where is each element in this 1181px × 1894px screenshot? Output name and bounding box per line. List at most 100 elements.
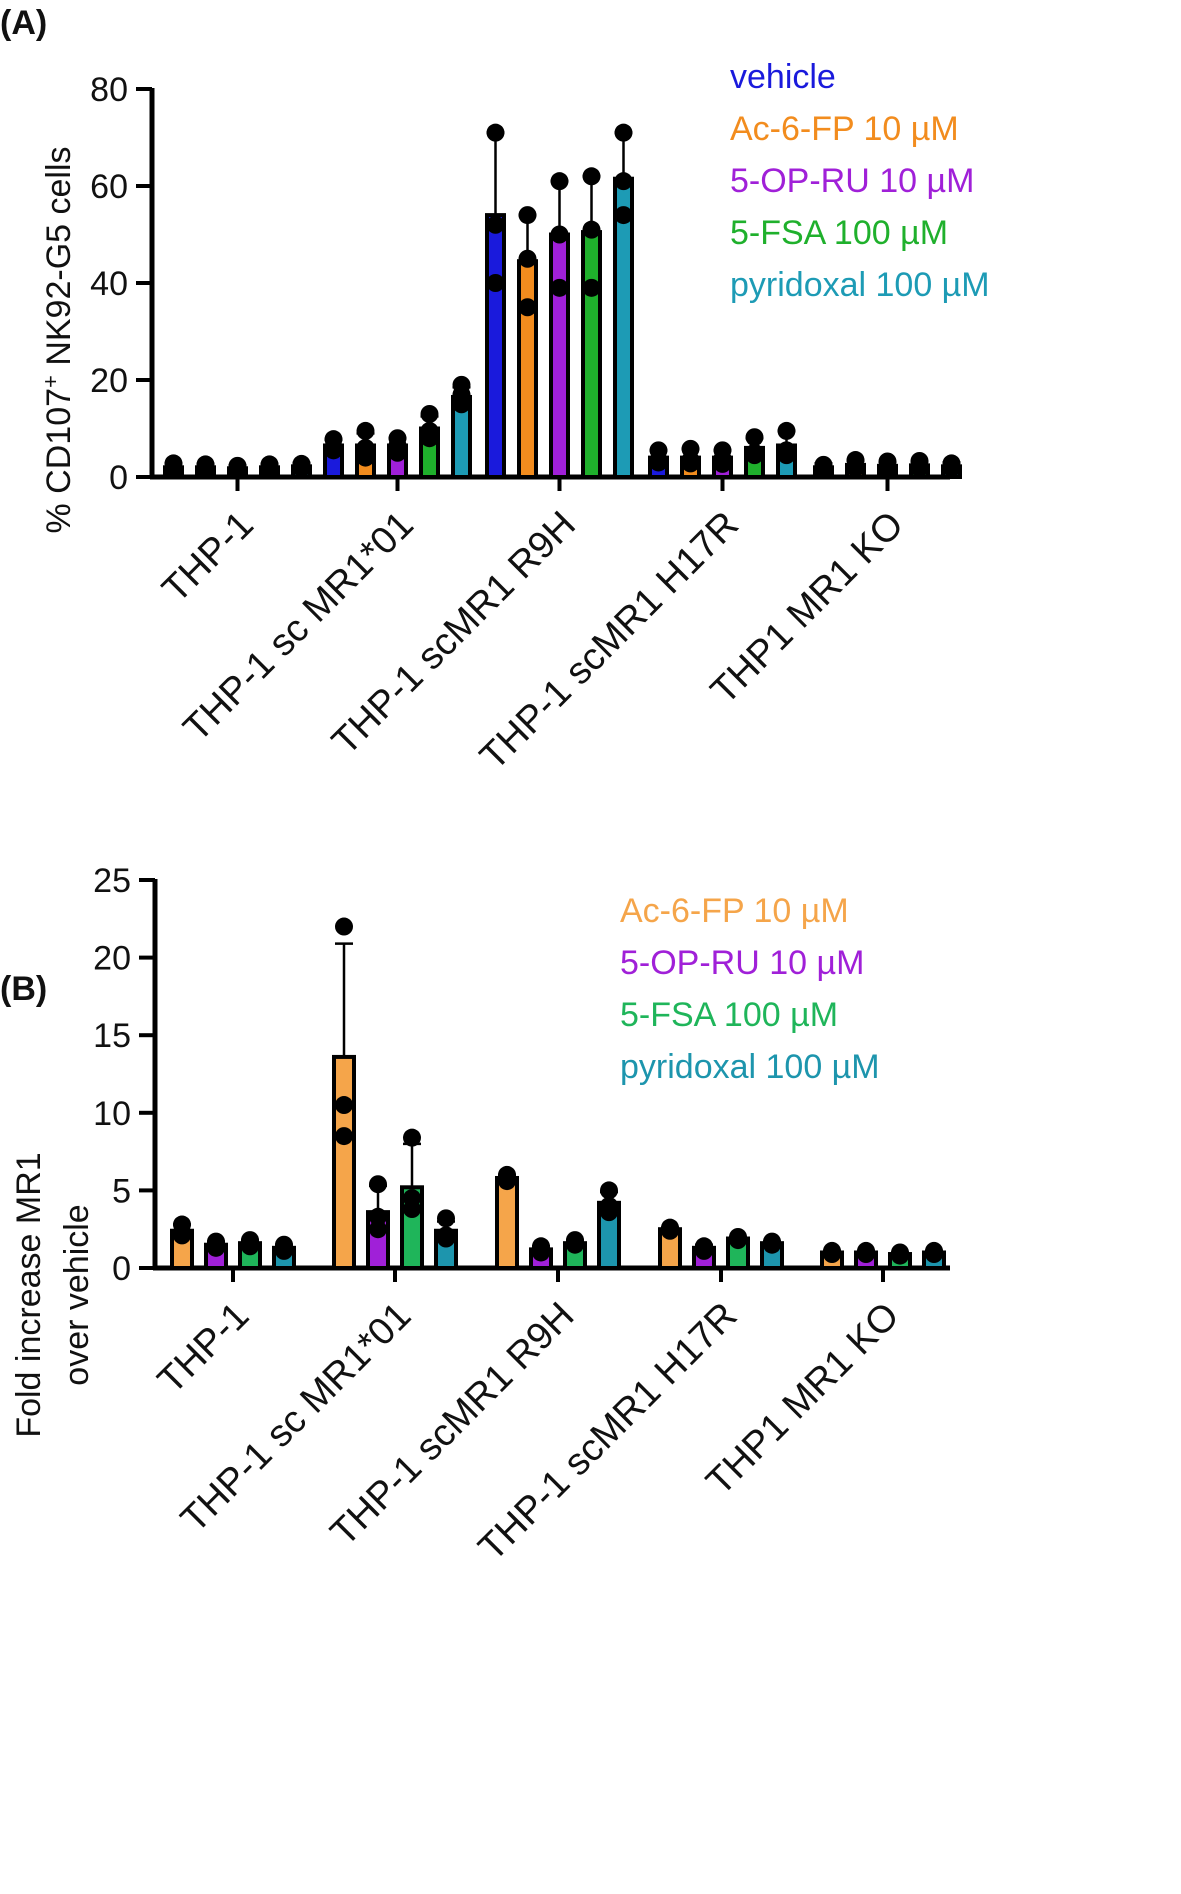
panel-a-data-point <box>486 123 505 142</box>
panel-b-data-point <box>207 1238 225 1257</box>
panel-b-data-point <box>925 1245 943 1264</box>
panel-b-bar <box>495 1175 519 1271</box>
panel-a-data-point <box>681 454 700 473</box>
panel-b-data-point <box>437 1209 455 1228</box>
panel-a-y-tick-label: 20 <box>90 362 128 400</box>
panel-a-data-point <box>324 441 343 460</box>
panel-a-data-point <box>420 429 439 448</box>
panel-a-data-point <box>486 215 505 234</box>
panel-a-y-tick-label: 0 <box>109 459 128 497</box>
panel-a-bar <box>549 232 570 479</box>
panel-a-bar <box>581 230 602 479</box>
panel-a-legend-entry: 5-OP-RU 10 µM <box>730 162 974 200</box>
panel-b-y-tick-label: 20 <box>93 940 131 978</box>
panel-a-data-point <box>777 421 796 440</box>
panel-a-data-point <box>228 461 247 480</box>
panel-a-data-point <box>550 278 569 297</box>
panel-a-data-point <box>518 249 537 268</box>
panel-b-legend-entry: 5-FSA 100 µM <box>620 996 838 1034</box>
panel-b-data-point <box>335 917 353 936</box>
panel-b-y-axis-title-line1: Fold increase MR1 <box>10 1152 48 1437</box>
panel-b-data-point <box>891 1246 909 1265</box>
panel-b-y-tick-label: 25 <box>93 862 131 900</box>
panel-a-x-tick-label: THP-1 <box>155 504 262 611</box>
panel-b-y-tick-label: 0 <box>112 1250 131 1288</box>
panel-a-data-point <box>777 446 796 465</box>
panel-a-y-axis-title-rest: NK92-G5 cells <box>40 146 78 375</box>
panel-b-data-point <box>335 1096 353 1115</box>
panel-b-data-point <box>600 1181 618 1200</box>
panel-a-data-point <box>942 459 961 478</box>
panel-b-data-point <box>369 1207 387 1226</box>
panel-b-data-point <box>369 1220 387 1239</box>
panel-a-data-point <box>582 278 601 297</box>
panel-a-data-point <box>745 428 764 447</box>
panel-b-data-point <box>729 1231 747 1250</box>
panel-a-data-point <box>260 460 279 479</box>
panel-b-y-tick-label: 5 <box>112 1172 131 1210</box>
panel-b-data-point <box>403 1128 421 1147</box>
panel-a-y-axis-title-sup: + <box>38 375 63 388</box>
panel-a-data-point <box>164 461 183 480</box>
panel-b-data-point <box>437 1229 455 1248</box>
panel-b-data-point <box>857 1245 875 1264</box>
panel-a-bar <box>517 259 538 479</box>
panel-a-data-point <box>582 167 601 186</box>
panel-a-data-point <box>518 298 537 317</box>
panel-a-data-point <box>356 448 375 467</box>
panel-b-data-point <box>241 1237 259 1256</box>
panel-a-data-point <box>292 459 311 478</box>
panel-b-y-tick-label: 10 <box>93 1095 131 1133</box>
panel-a-data-point <box>452 395 471 414</box>
panel-b-legend-entry: Ac-6-FP 10 µM <box>620 892 849 930</box>
panel-b-data-point <box>369 1175 387 1194</box>
panel-a-y-tick-label: 60 <box>90 168 128 206</box>
panel-a-y-axis-title-main: % CD107 <box>40 388 78 534</box>
panel-a-legend-entry: pyridoxal 100 µM <box>730 266 990 304</box>
panel-a-data-point <box>196 460 215 479</box>
panel-b-data-point <box>566 1235 584 1254</box>
panel-a-data-point <box>582 220 601 239</box>
panel-b-data-point <box>695 1241 713 1260</box>
panel-a-data-point <box>846 459 865 478</box>
panel-b-legend-entry: 5-OP-RU 10 µM <box>620 944 864 982</box>
panel-b-label: (B) <box>0 970 47 1008</box>
panel-b-data-point <box>532 1243 550 1262</box>
panel-a-data-point <box>486 274 505 292</box>
panel-a-legend-entry: Ac-6-FP 10 µM <box>730 110 959 148</box>
panel-b-data-point <box>600 1203 618 1222</box>
panel-a-data-point <box>814 460 833 479</box>
panel-a-legend-entry: vehicle <box>730 58 836 96</box>
panel-b-data-point <box>661 1221 679 1240</box>
panel-b-y-tick-label: 15 <box>93 1017 131 1055</box>
panel-a-data-point <box>550 225 569 244</box>
panel-b-data-point <box>335 1127 353 1146</box>
panel-b-data-point <box>763 1235 781 1254</box>
panel-a-data-point <box>878 459 897 478</box>
panel-a-data-point <box>518 206 537 225</box>
panel-b-data-point <box>173 1226 191 1245</box>
panel-b-bar <box>332 1054 356 1270</box>
panel-a-y-tick-label: 80 <box>90 71 128 109</box>
panel-b-y-axis-title-line2: over vehicle <box>58 1204 96 1385</box>
panel-a-legend-entry: 5-FSA 100 µM <box>730 214 948 252</box>
panel-a-data-point <box>388 443 407 462</box>
panel-b-x-tick-label: THP-1 <box>150 1295 257 1402</box>
panel-a-data-point <box>356 421 375 440</box>
panel-a-data-point <box>550 172 569 191</box>
panel-a-data-point <box>420 404 439 423</box>
panel-a-data-point <box>713 454 732 473</box>
panel-a-data-point <box>614 123 633 142</box>
panel-a-data-point <box>614 172 633 191</box>
panel-a-y-tick-label: 40 <box>90 265 128 303</box>
panel-a-label: (A) <box>0 4 47 42</box>
panel-b-data-point <box>498 1172 516 1191</box>
panel-b-data-point <box>275 1241 293 1260</box>
panel-a-y-axis-title: % CD107+ NK92-G5 cells <box>38 146 79 533</box>
panel-a-data-point <box>649 453 668 472</box>
panel-b-data-point <box>823 1245 841 1264</box>
panel-a-bar <box>485 213 506 479</box>
